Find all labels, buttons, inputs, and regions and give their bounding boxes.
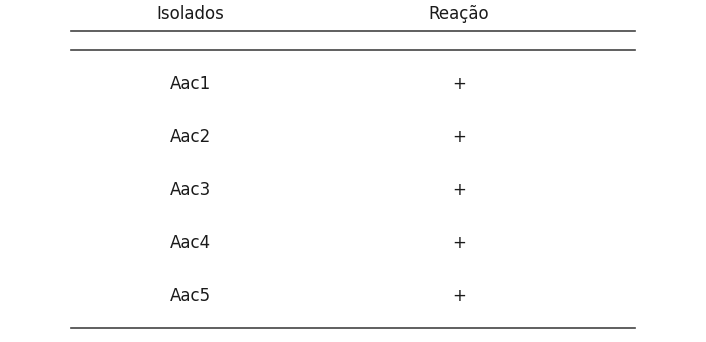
Text: Aac2: Aac2 [170, 128, 211, 146]
Text: +: + [452, 128, 466, 146]
Text: Aac3: Aac3 [170, 181, 211, 199]
Text: Aac1: Aac1 [170, 75, 211, 93]
Text: +: + [452, 181, 466, 199]
Text: +: + [452, 287, 466, 305]
Text: Aac4: Aac4 [170, 234, 211, 252]
Text: +: + [452, 234, 466, 252]
Text: Reação: Reação [429, 5, 489, 23]
Text: +: + [452, 75, 466, 93]
Text: Isolados: Isolados [157, 5, 225, 23]
Text: Aac5: Aac5 [170, 287, 211, 305]
